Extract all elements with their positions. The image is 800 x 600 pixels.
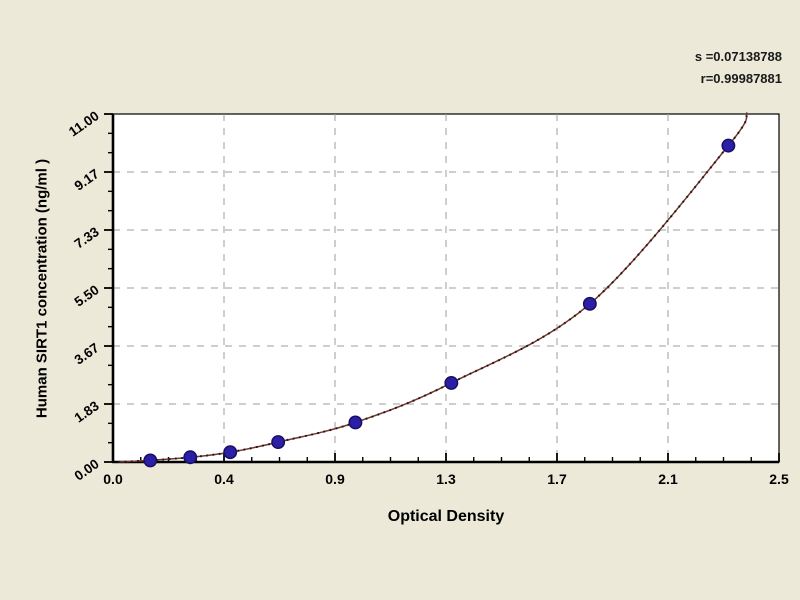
data-point <box>582 296 597 311</box>
y-tick-label: 9.17 <box>72 166 102 193</box>
fit-curve-dotted-overlay <box>118 111 748 463</box>
data-point <box>183 450 198 465</box>
data-point <box>271 435 286 450</box>
fit-r-value: r=0.99987881 <box>700 71 782 86</box>
data-point <box>348 415 363 430</box>
y-tick-label: 5.50 <box>72 282 102 309</box>
x-tick-label: 1.7 <box>547 471 567 487</box>
y-tick-label: 1.83 <box>72 398 103 426</box>
data-point <box>143 453 158 468</box>
fit-statistics: s =0.07138788 r=0.99987881 <box>695 46 782 90</box>
x-tick-label: 0.4 <box>214 471 234 487</box>
x-axis-title: Optical Density <box>387 508 505 525</box>
x-tick-label: 2.5 <box>769 471 789 487</box>
y-axis-title: Human SIRT1 concentration (ng/ml ) <box>33 158 51 419</box>
x-tick-label: 0.9 <box>325 471 345 487</box>
data-point <box>721 138 736 153</box>
y-tick-label: 11.00 <box>66 108 102 139</box>
y-tick-label: 0.00 <box>72 456 102 483</box>
fit-s-value: s =0.07138788 <box>694 49 782 64</box>
y-tick-label: 7.33 <box>72 224 103 252</box>
x-tick-label: 2.1 <box>658 471 678 487</box>
data-point <box>223 445 238 460</box>
x-tick-label: 0.0 <box>103 471 123 487</box>
y-tick-label: 3.67 <box>72 340 102 367</box>
data-point <box>444 375 459 390</box>
x-tick-label: 1.3 <box>436 471 456 487</box>
